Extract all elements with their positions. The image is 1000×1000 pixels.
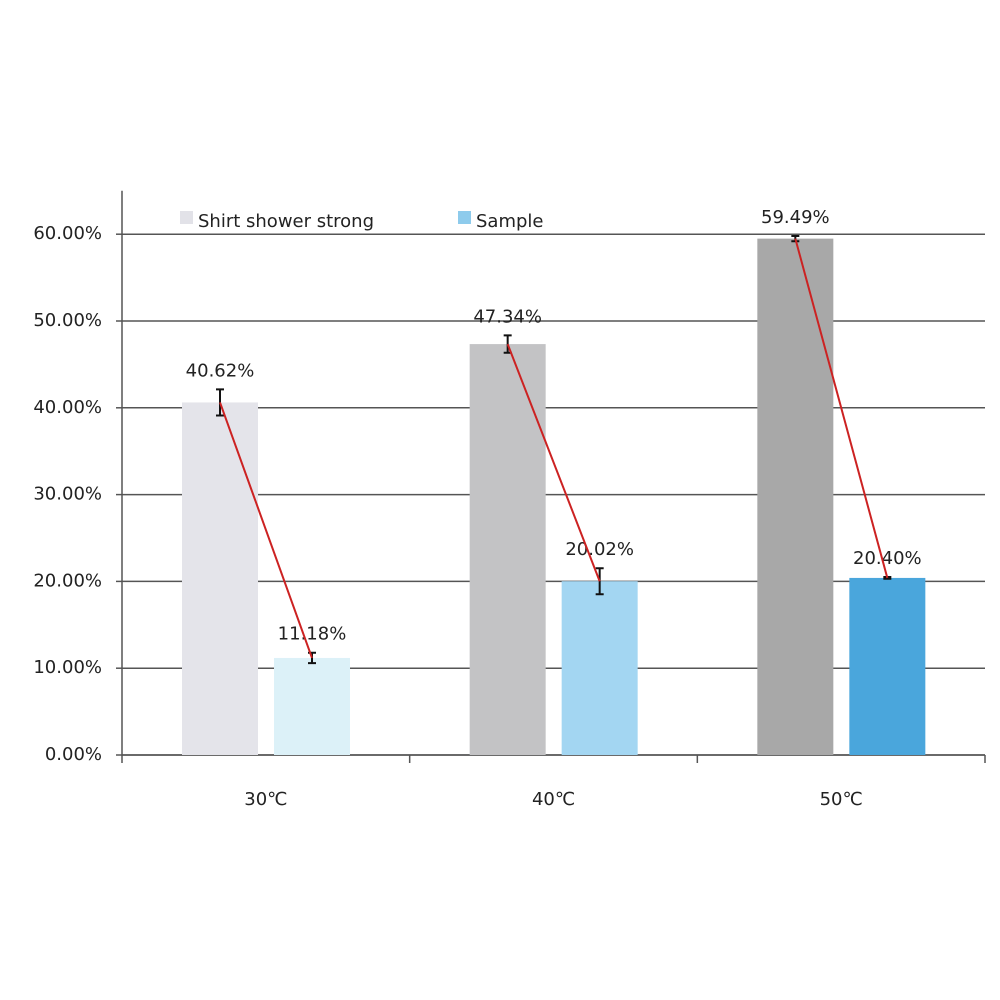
value-label: 47.34% bbox=[473, 306, 542, 327]
bar bbox=[182, 402, 258, 755]
value-label: 20.02% bbox=[565, 539, 634, 560]
x-tick-label: 40℃ bbox=[532, 789, 575, 810]
y-tick-label: 60.00% bbox=[33, 223, 102, 244]
value-label: 59.49% bbox=[761, 207, 830, 228]
x-tick-label: 50℃ bbox=[820, 789, 863, 810]
connector-line bbox=[794, 238, 889, 579]
legend-swatch bbox=[458, 211, 471, 224]
y-tick-label: 0.00% bbox=[45, 744, 102, 765]
value-label: 40.62% bbox=[186, 360, 255, 381]
value-label: 11.18% bbox=[278, 624, 347, 645]
y-tick-label: 40.00% bbox=[33, 397, 102, 418]
value-label: 20.40% bbox=[853, 548, 922, 569]
bar bbox=[469, 344, 546, 755]
connector-line bbox=[219, 402, 313, 659]
y-tick-label: 20.00% bbox=[33, 570, 102, 591]
connector-line bbox=[506, 343, 601, 582]
y-tick-label: 30.00% bbox=[33, 484, 102, 505]
bar bbox=[849, 577, 926, 755]
y-tick-label: 50.00% bbox=[33, 310, 102, 331]
legend-label: Sample bbox=[476, 211, 544, 232]
bar bbox=[561, 581, 638, 755]
legend-label: Shirt shower strong bbox=[198, 211, 374, 232]
x-tick-label: 30℃ bbox=[244, 789, 287, 810]
legend-swatch bbox=[180, 211, 193, 224]
y-tick-label: 10.00% bbox=[33, 657, 102, 678]
bar bbox=[274, 657, 350, 755]
bar bbox=[757, 238, 834, 755]
error-bar bbox=[216, 388, 224, 417]
